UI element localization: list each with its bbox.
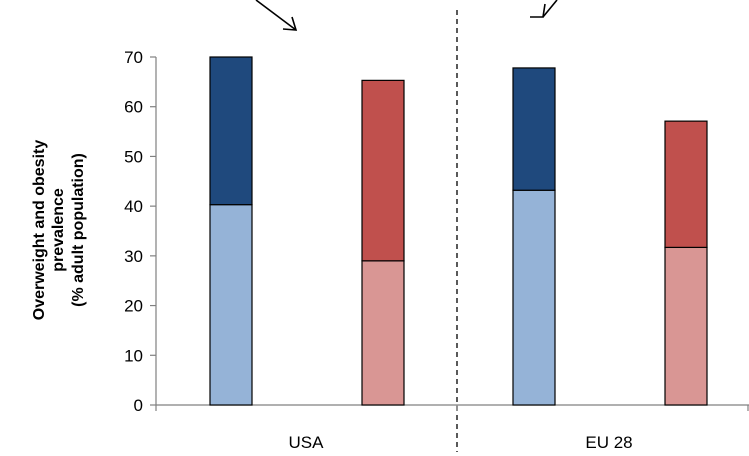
annotation-arrow-left [255,0,298,31]
y-axis-label-line-3: (% adult population) [70,153,87,307]
y-axis-label-line-1: Overweight and obesity [31,140,48,321]
y-tick-label: 60 [124,98,143,117]
y-tick-label: 30 [124,247,143,266]
y-tick-label: 50 [124,147,143,166]
bar-segment [512,67,556,191]
y-tick-label: 20 [124,297,143,316]
bar-segment [512,189,556,406]
y-tick-label: 70 [124,48,143,67]
category-labels: USA EU 28 [289,433,633,452]
bar-segment [361,260,405,406]
y-tick-label: 10 [124,346,143,365]
y-axis-label-line-2: prevalence [50,188,67,272]
y-tick-label: 40 [124,197,143,216]
axes: 0 10 20 30 40 50 60 70 [124,48,749,415]
bars [209,56,708,406]
category-label: USA [289,433,325,452]
y-axis-label: Overweight and obesity prevalence (% adu… [31,140,87,321]
bar-segment [209,56,253,206]
bar-segment [361,79,405,262]
annotation-arrow-right [530,0,558,18]
bar-segment [209,204,253,406]
y-tick-label: 0 [134,396,143,415]
bar-segment [664,120,708,249]
bar-segment [664,246,708,406]
category-label: EU 28 [585,433,632,452]
